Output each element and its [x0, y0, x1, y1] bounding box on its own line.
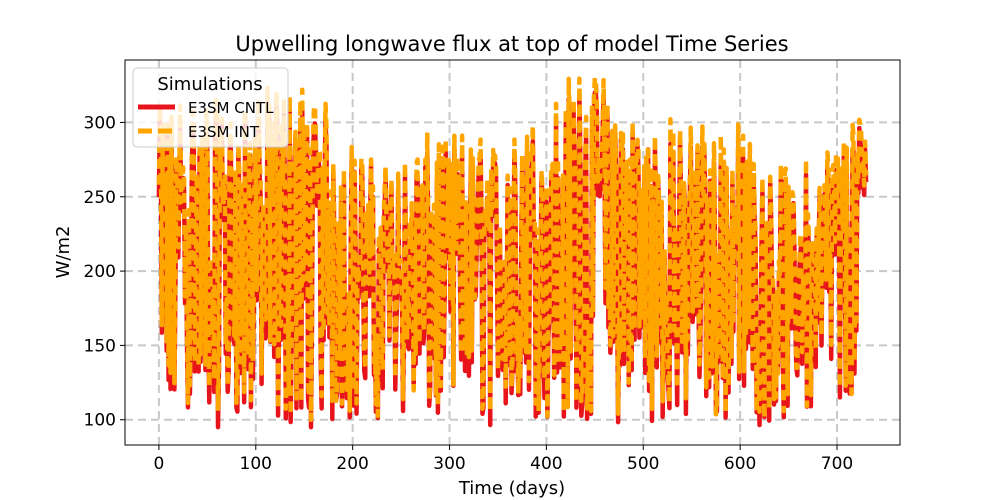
x-tick-label: 200: [336, 454, 368, 474]
legend: Simulations E3SM CNTL E3SM INT: [132, 67, 289, 148]
y-tick-label: 100: [84, 411, 116, 431]
x-axis: 0 100 200 300 400 500 600 700: [153, 445, 853, 474]
y-tick-label: 300: [84, 113, 116, 133]
x-tick-label: 0: [153, 454, 164, 474]
y-tick-label: 200: [84, 262, 116, 282]
legend-title: Simulations: [157, 74, 262, 95]
legend-label-e3sm-int: E3SM INT: [188, 123, 260, 141]
x-tick-label: 300: [433, 454, 465, 474]
x-tick-label: 700: [821, 454, 853, 474]
x-tick-label: 500: [627, 454, 659, 474]
plot-frame: [124, 59, 901, 446]
y-axis-title: W/m2: [53, 226, 74, 279]
x-axis-title: Time (days): [458, 478, 565, 499]
x-tick-label: 400: [530, 454, 562, 474]
y-tick-label: 150: [84, 336, 116, 356]
legend-label-e3sm-cntl: E3SM CNTL: [188, 99, 274, 117]
legend-box: [132, 67, 289, 148]
y-tick-label: 250: [84, 188, 116, 208]
x-tick-label: 600: [724, 454, 756, 474]
x-tick-label: 100: [240, 454, 272, 474]
chart-title: Upwelling longwave flux at top of model …: [235, 32, 788, 56]
y-axis: 100 150 200 250 300: [84, 113, 125, 431]
